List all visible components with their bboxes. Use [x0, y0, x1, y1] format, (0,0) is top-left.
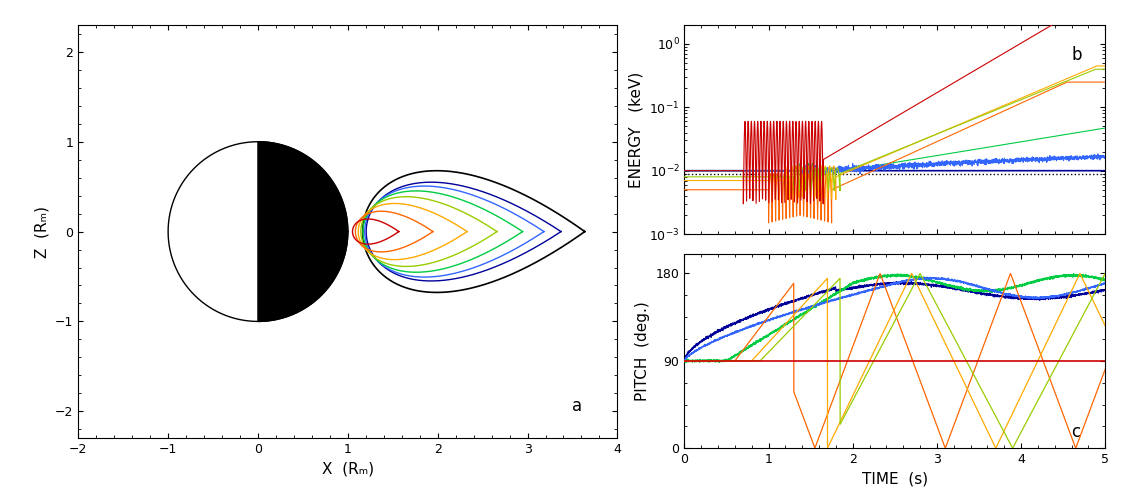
Y-axis label: PITCH  (deg.): PITCH (deg.) — [635, 301, 650, 401]
Polygon shape — [258, 142, 348, 321]
Text: c: c — [1072, 422, 1080, 441]
Polygon shape — [168, 142, 258, 321]
Y-axis label: Z  (Rₘ): Z (Rₘ) — [35, 206, 49, 257]
Text: a: a — [572, 397, 582, 415]
Text: b: b — [1072, 46, 1082, 64]
Y-axis label: ENERGY   (keV): ENERGY (keV) — [628, 71, 644, 188]
X-axis label: TIME  (s): TIME (s) — [862, 472, 928, 487]
X-axis label: X  (Rₘ): X (Rₘ) — [322, 462, 374, 477]
